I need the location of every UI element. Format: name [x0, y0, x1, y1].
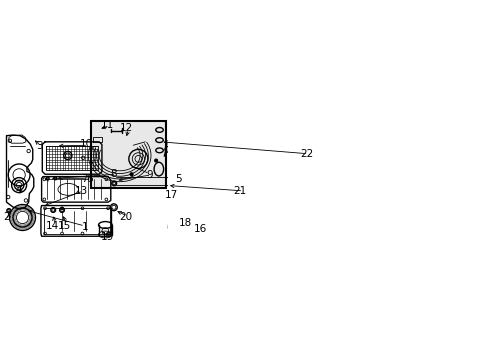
Text: 9: 9	[146, 170, 153, 180]
Text: 4: 4	[15, 185, 21, 194]
Text: 10: 10	[79, 139, 92, 149]
Circle shape	[130, 173, 133, 176]
Text: 16: 16	[193, 224, 206, 234]
Bar	[44, 208, 109, 234]
Text: 21: 21	[233, 186, 246, 196]
Text: 13: 13	[74, 186, 87, 196]
Text: 12: 12	[120, 123, 133, 133]
Text: 5: 5	[175, 174, 181, 184]
Text: 2: 2	[3, 212, 9, 222]
Circle shape	[154, 159, 157, 162]
Text: 18: 18	[179, 217, 192, 228]
Text: 8: 8	[110, 169, 117, 179]
Bar	[46, 146, 98, 170]
Bar	[90, 121, 166, 188]
Text: 14: 14	[46, 221, 59, 231]
Text: 22: 22	[300, 149, 313, 159]
Text: 15: 15	[58, 221, 71, 231]
Text: 20: 20	[120, 212, 132, 222]
Text: 1: 1	[81, 222, 88, 232]
Text: 19: 19	[100, 232, 113, 242]
Text: 11: 11	[100, 120, 113, 130]
Text: 3: 3	[36, 141, 43, 151]
Text: 6: 6	[86, 174, 92, 184]
Text: 17: 17	[164, 190, 177, 200]
Text: 7: 7	[81, 174, 87, 184]
